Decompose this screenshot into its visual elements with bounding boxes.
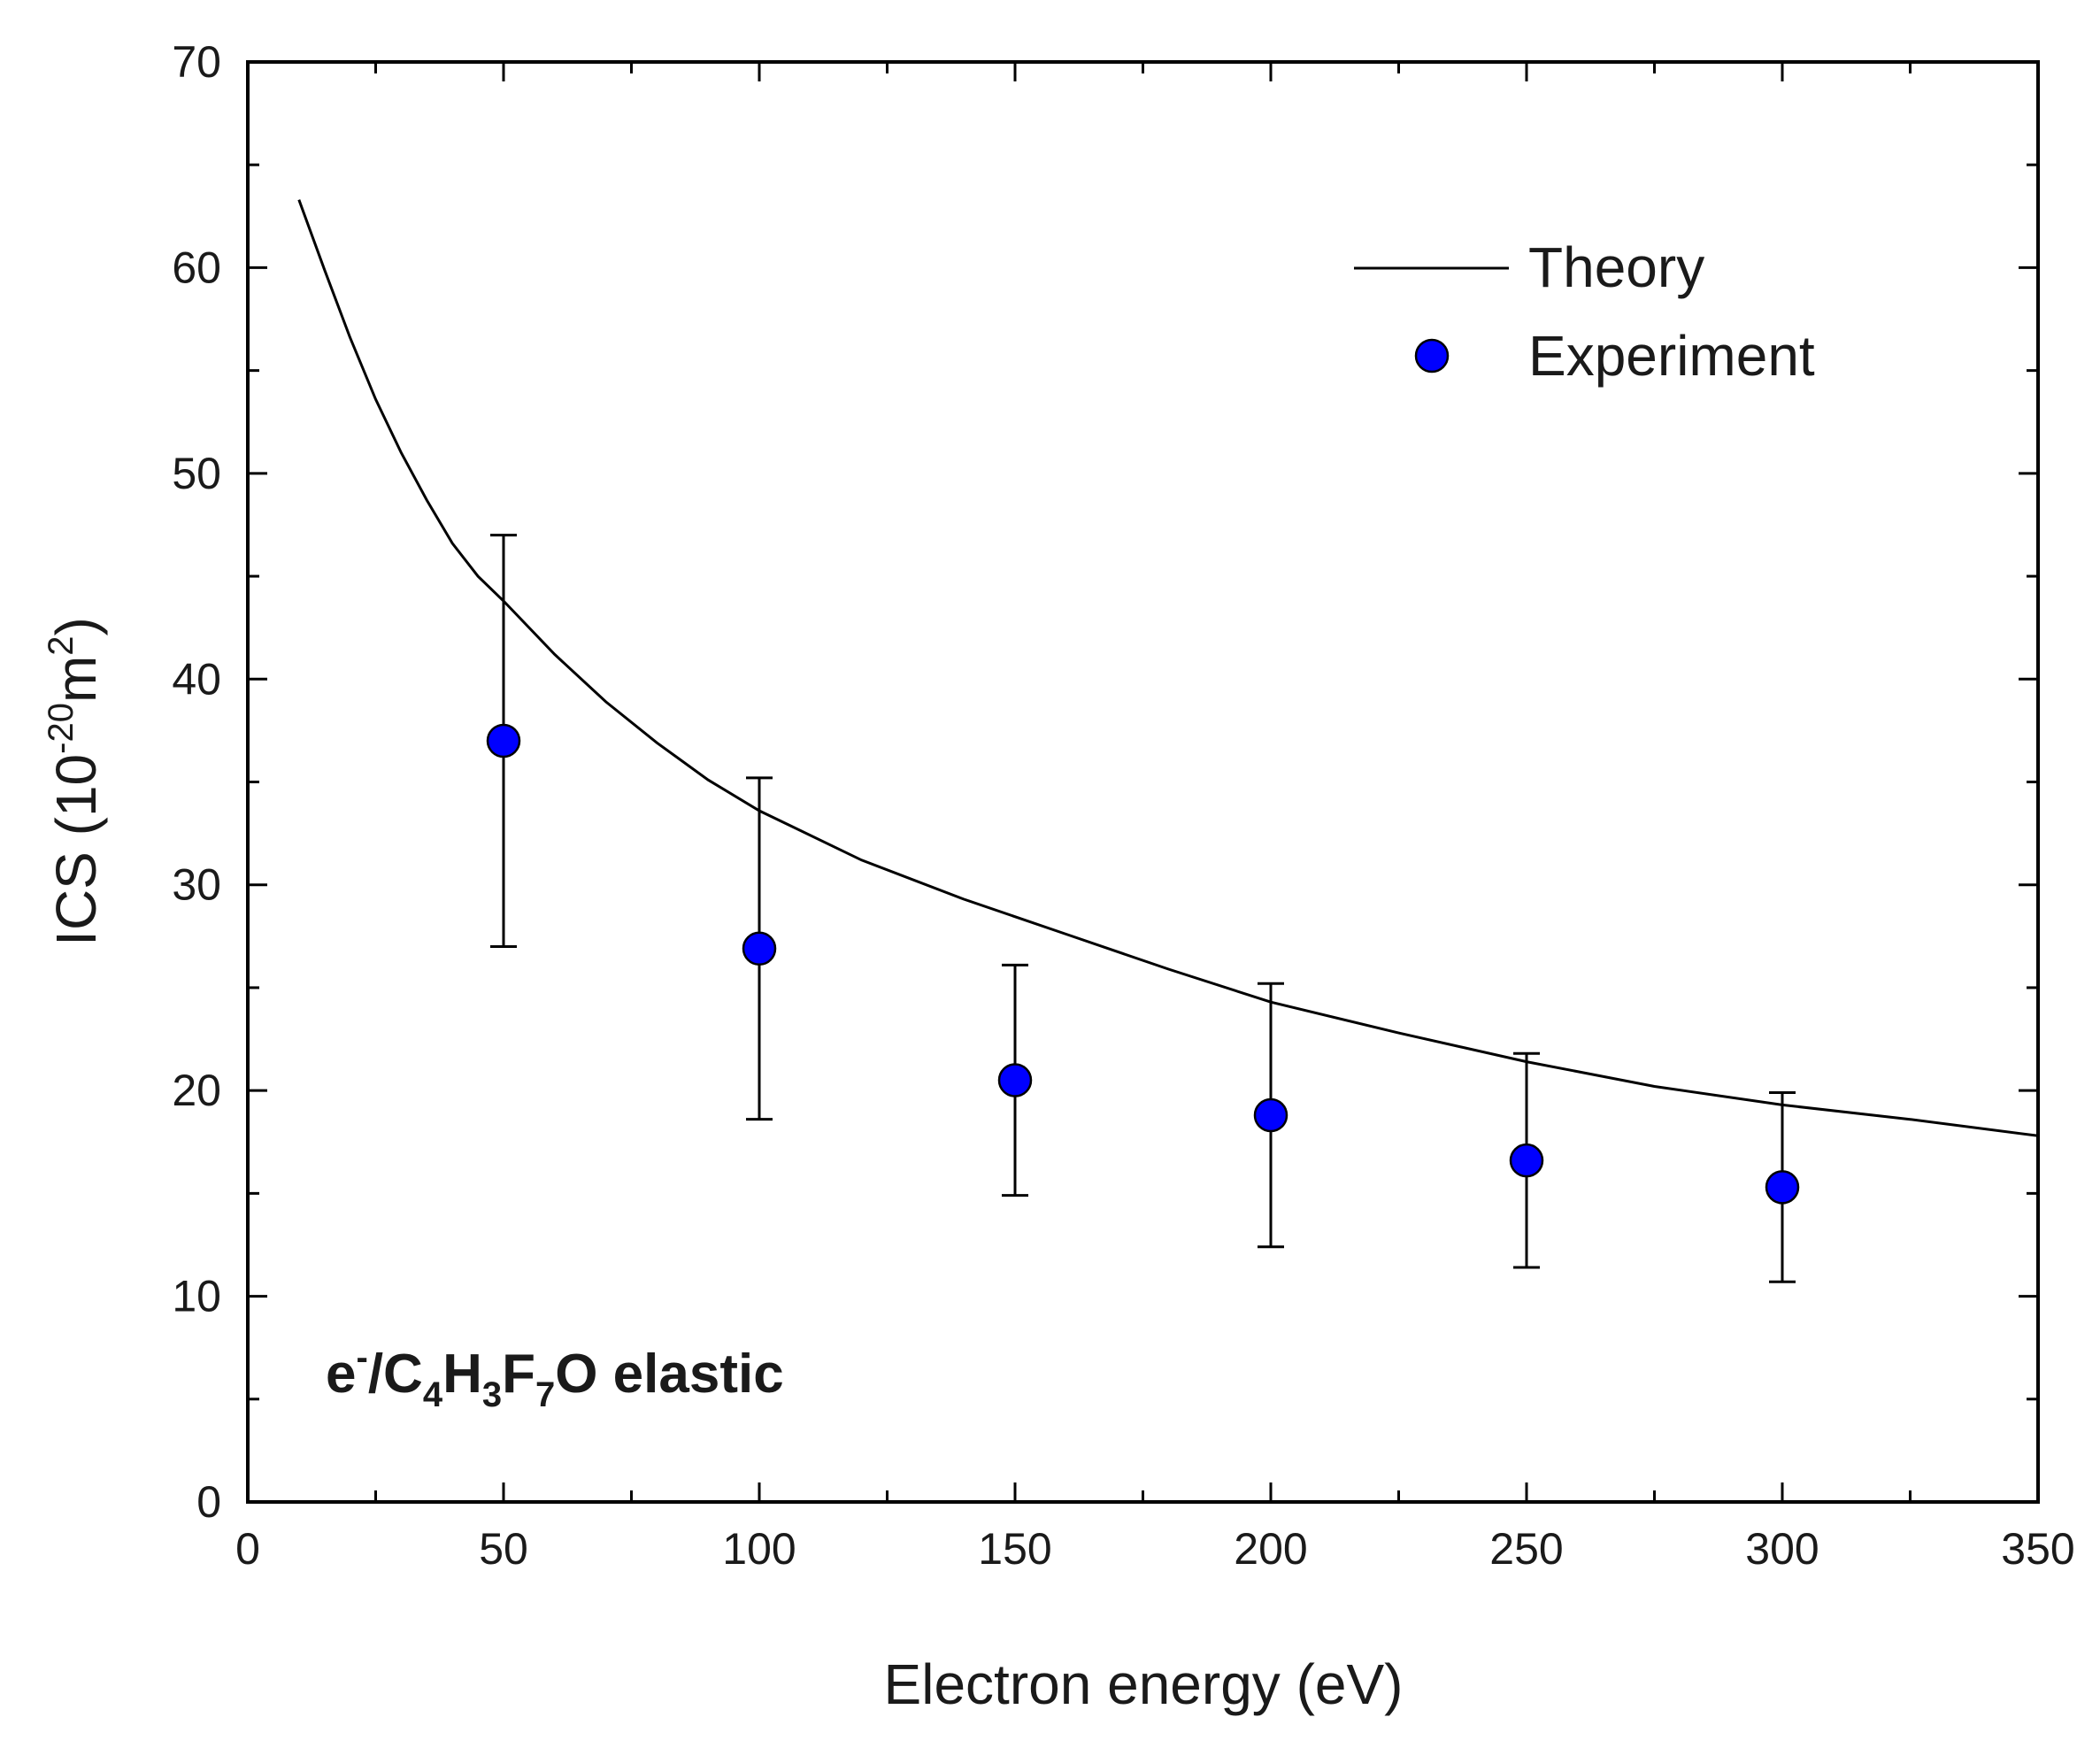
annotation-sub-3: 3 xyxy=(482,1375,502,1414)
y-axis-title-prefix: ICS (10 xyxy=(44,754,108,946)
experiment-point-group xyxy=(742,776,777,1121)
experiment-point-group xyxy=(1509,1051,1544,1269)
experiment-point-group xyxy=(1253,982,1288,1249)
experiment-point xyxy=(486,723,521,758)
experiment-point-group xyxy=(1765,1090,1800,1283)
annotation-tail: O elastic xyxy=(555,1344,783,1405)
experiment-point xyxy=(1253,1097,1288,1133)
annotation-slash-c: /C xyxy=(368,1344,423,1405)
y-tick-label: 70 xyxy=(172,37,221,87)
experiment-point xyxy=(997,1063,1033,1097)
legend: Theory Experiment xyxy=(1354,235,1815,388)
y-tick-label: 50 xyxy=(172,449,221,498)
y-axis-title-suffix: ) xyxy=(44,617,108,635)
annotation-f: F xyxy=(502,1344,535,1405)
annotation-e: e xyxy=(326,1344,356,1405)
x-tick-label: 0 xyxy=(235,1524,260,1574)
x-tick-label: 350 xyxy=(2001,1524,2074,1574)
experiment-point xyxy=(742,931,777,966)
x-axis-title: Electron energy (eV) xyxy=(884,1652,1404,1716)
x-tick-label: 300 xyxy=(1745,1524,1819,1574)
legend-experiment-marker xyxy=(1414,338,1450,373)
annotation-label: e-/C4H3F7O elastic xyxy=(326,1338,784,1414)
annotation-h: H xyxy=(442,1344,482,1405)
annotation-minus: - xyxy=(356,1338,367,1377)
ticks-layer xyxy=(246,60,2040,1504)
x-tick-label: 150 xyxy=(978,1524,1051,1574)
annotation-sub-4: 4 xyxy=(423,1375,443,1414)
y-axis-title-exp: -20 xyxy=(42,703,81,754)
experiment-point xyxy=(1765,1170,1800,1205)
experiment-point-group xyxy=(486,534,521,948)
y-axis-title-mid: m xyxy=(44,656,108,703)
legend-theory-label: Theory xyxy=(1528,235,1704,299)
y-tick-label: 0 xyxy=(196,1477,221,1527)
annotation-sub-7: 7 xyxy=(535,1375,555,1414)
y-axis-title-exp2: 2 xyxy=(42,635,81,655)
y-axis-title: ICS (10-20m2) xyxy=(42,617,108,946)
experiment-point xyxy=(1509,1143,1544,1178)
y-tick-label: 60 xyxy=(172,243,221,292)
y-tick-label: 20 xyxy=(172,1066,221,1115)
x-tick-label: 250 xyxy=(1489,1524,1563,1574)
y-tick-label: 30 xyxy=(172,860,221,910)
legend-experiment-label: Experiment xyxy=(1528,324,1815,388)
x-tick-label: 50 xyxy=(479,1524,528,1574)
tick-labels-layer: 0 50 100 150 200 250 300 350 0 10 20 30 40 50 60 70 xyxy=(172,37,2074,1574)
x-tick-label: 200 xyxy=(1234,1524,1307,1574)
experiment-point-group xyxy=(997,963,1033,1197)
y-tick-label: 40 xyxy=(172,654,221,704)
series-layer xyxy=(297,199,2039,1283)
x-tick-label: 100 xyxy=(722,1524,796,1574)
y-tick-label: 10 xyxy=(172,1272,221,1321)
plot-frame xyxy=(246,60,2040,1504)
